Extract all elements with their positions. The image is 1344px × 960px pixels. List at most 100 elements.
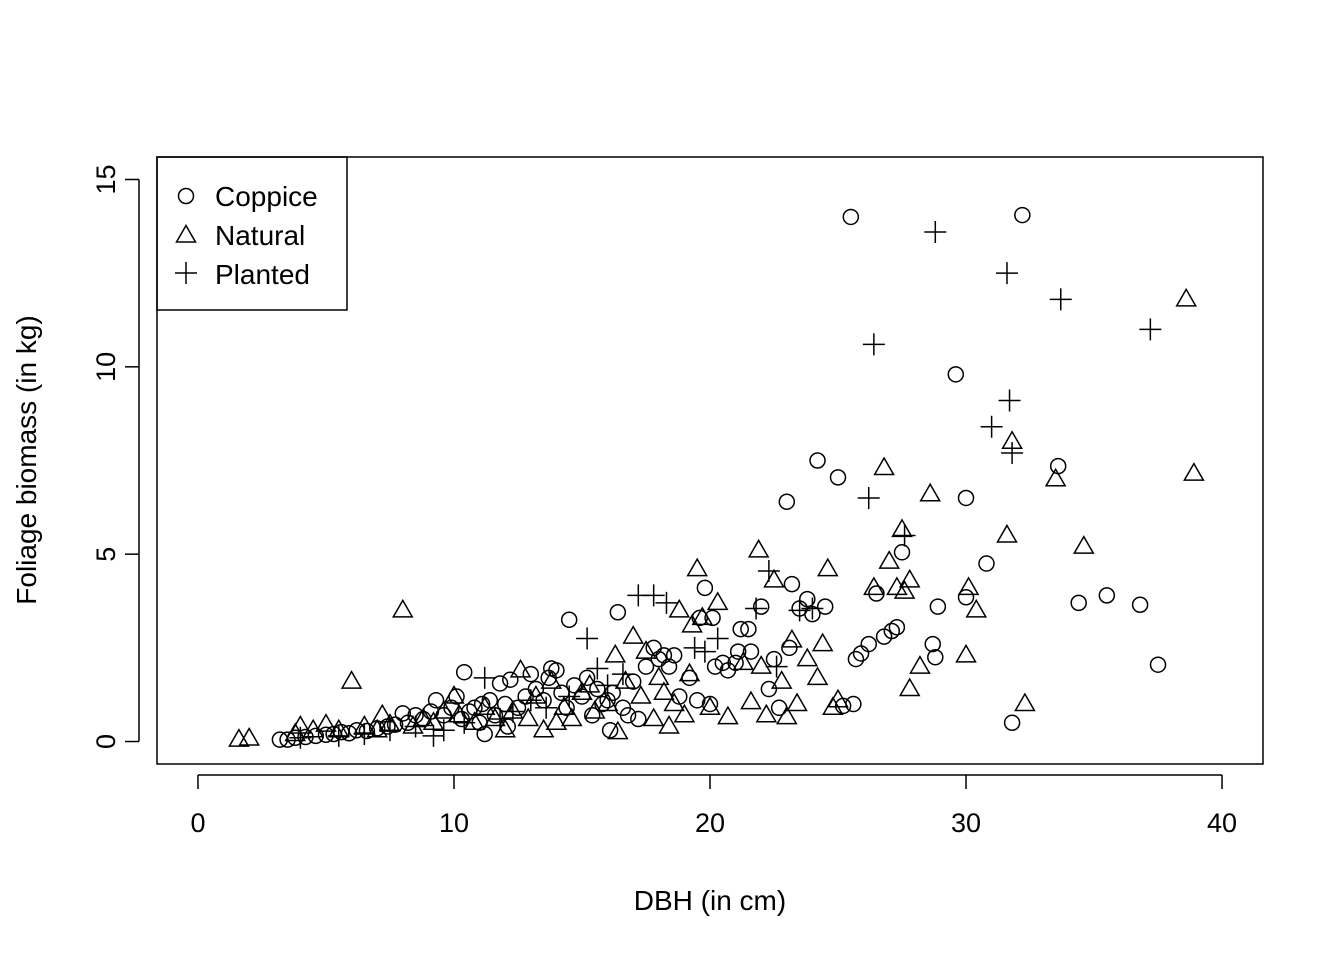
point-coppice xyxy=(799,590,816,608)
point-natural xyxy=(228,728,250,747)
legend-plus-icon xyxy=(175,262,197,284)
point-coppice xyxy=(1003,714,1021,732)
point-planted xyxy=(745,597,768,620)
point-planted xyxy=(980,415,1003,438)
point-natural xyxy=(717,705,739,725)
point-coppice xyxy=(845,695,862,713)
point-coppice xyxy=(637,658,655,675)
point-planted xyxy=(1001,442,1024,465)
x-axis: 0 10 20 30 40 xyxy=(190,774,1237,838)
point-natural xyxy=(673,703,696,723)
point-coppice xyxy=(883,622,901,640)
legend-label-planted: Planted xyxy=(215,259,310,290)
point-coppice xyxy=(509,699,527,717)
point-natural xyxy=(893,580,916,599)
point-planted xyxy=(693,640,716,663)
point-natural xyxy=(596,692,619,712)
point-natural xyxy=(806,666,829,686)
point-coppice xyxy=(578,669,596,687)
point-coppice xyxy=(783,575,801,593)
point-planted xyxy=(576,627,599,650)
point-coppice xyxy=(816,598,834,615)
point-coppice xyxy=(893,544,911,561)
point-coppice xyxy=(473,695,491,713)
point-planted xyxy=(422,724,445,747)
data-points xyxy=(228,206,1205,749)
point-natural xyxy=(732,651,755,671)
point-coppice xyxy=(860,635,877,653)
point-coppice xyxy=(394,705,412,722)
point-natural xyxy=(1183,462,1205,481)
point-coppice xyxy=(847,650,865,668)
point-natural xyxy=(578,673,601,693)
x-tick-label: 30 xyxy=(951,808,981,838)
point-natural xyxy=(604,643,627,663)
point-planted xyxy=(535,696,558,719)
legend-triangle-icon xyxy=(175,223,197,243)
point-coppice xyxy=(665,647,683,664)
point-planted xyxy=(432,719,455,742)
point-planted xyxy=(586,657,609,680)
point-planted xyxy=(289,726,312,749)
point-coppice xyxy=(742,643,760,660)
point-natural xyxy=(816,557,839,577)
point-coppice xyxy=(609,604,627,621)
y-tick-label: 5 xyxy=(91,547,121,562)
point-coppice xyxy=(455,663,473,681)
point-natural xyxy=(898,568,921,588)
point-natural xyxy=(473,696,496,716)
point-coppice xyxy=(1070,594,1087,612)
point-natural xyxy=(878,550,901,569)
point-coppice xyxy=(927,648,944,666)
point-coppice xyxy=(560,611,578,628)
point-planted xyxy=(995,262,1018,285)
point-natural xyxy=(622,625,644,644)
point-coppice xyxy=(1049,457,1067,475)
point-natural xyxy=(755,703,778,723)
point-coppice xyxy=(594,695,611,713)
point-planted xyxy=(501,700,524,723)
point-natural xyxy=(340,670,363,689)
point-natural xyxy=(635,640,657,659)
point-planted xyxy=(596,674,619,697)
point-coppice xyxy=(781,639,798,657)
point-natural xyxy=(678,662,701,682)
legend-circle-icon xyxy=(177,187,195,205)
point-planted xyxy=(611,663,634,686)
point-coppice xyxy=(307,727,324,745)
point-natural xyxy=(583,700,606,719)
point-coppice xyxy=(752,598,770,615)
point-planted xyxy=(378,719,401,742)
point-coppice xyxy=(491,675,509,692)
point-natural xyxy=(965,598,988,618)
point-natural xyxy=(796,647,819,667)
point-coppice xyxy=(696,579,714,597)
x-tick-label: 40 xyxy=(1207,808,1237,838)
point-coppice xyxy=(601,722,619,739)
point-natural xyxy=(647,666,670,686)
point-natural xyxy=(532,718,555,738)
point-coppice xyxy=(770,699,788,717)
point-natural xyxy=(443,685,465,704)
point-planted xyxy=(706,627,729,650)
point-natural xyxy=(898,677,921,697)
point-coppice xyxy=(386,716,404,733)
point-planted xyxy=(757,560,780,583)
point-planted xyxy=(655,591,678,614)
point-coppice xyxy=(476,725,493,743)
point-coppice xyxy=(583,707,601,724)
point-natural xyxy=(919,482,941,502)
y-axis: 0 5 10 15 xyxy=(91,164,140,749)
point-coppice xyxy=(660,658,678,675)
point-coppice xyxy=(957,589,975,606)
point-coppice xyxy=(317,726,335,744)
point-natural xyxy=(955,643,977,663)
point-natural xyxy=(668,598,691,618)
point-planted xyxy=(683,636,706,659)
point-coppice xyxy=(502,671,519,688)
point-natural xyxy=(371,703,394,723)
point-natural xyxy=(996,523,1018,543)
point-natural xyxy=(1072,535,1095,554)
point-coppice xyxy=(809,452,826,469)
